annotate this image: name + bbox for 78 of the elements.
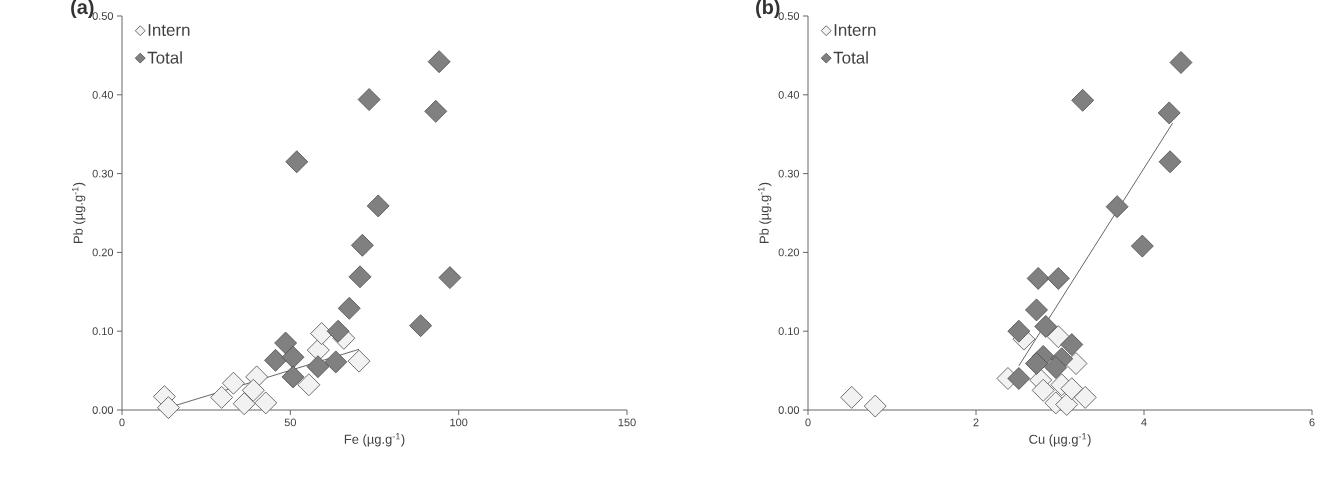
point [254,391,278,415]
point [1034,315,1058,338]
point [306,355,330,379]
point [222,371,245,395]
point [285,150,309,174]
y-tick-label: 0.50 [778,12,800,20]
chart-title: (b) [756,0,780,19]
x-tick-label: 100 [450,418,468,427]
y-tick-label: 0.00 [778,406,800,414]
point [347,349,371,373]
y-tick-label: 0.30 [778,169,800,178]
point [1130,234,1154,258]
point [427,50,451,74]
point [1071,88,1095,112]
point [310,322,334,345]
point [1044,356,1068,379]
x-tick-label: 6 [1309,418,1315,427]
point [1046,325,1070,349]
point [264,348,287,372]
point [1055,393,1079,416]
point [1046,267,1070,290]
y-tick-label: 0.50 [92,12,114,20]
point [210,385,234,409]
x-tick-label: 0 [119,418,125,427]
legend-label: Total [833,51,868,64]
point [1007,367,1031,390]
y-tick-label: 0.20 [92,248,114,257]
point [357,88,381,111]
point [1157,101,1181,125]
x-tick-label: 4 [1141,418,1147,427]
x-tick-label: 150 [618,418,636,427]
point [863,394,887,418]
point [1158,150,1182,174]
y-tick-label: 0.30 [92,169,114,178]
point [438,266,462,290]
point [350,233,374,257]
point [840,385,864,409]
y-tick-label: 0.40 [92,90,114,99]
chart-title: (a) [71,0,94,19]
point [1060,333,1084,356]
y-tick-label: 0.10 [92,327,114,336]
point [1026,267,1050,290]
x-tick-label: 50 [284,418,296,427]
point [281,345,305,369]
point [424,99,448,123]
y-tick-label: 0.40 [778,90,800,99]
x-axis-title: Cu (µg.g$^{-1}$) [1029,433,1091,447]
x-tick-label: 0 [805,418,811,427]
point [1025,298,1048,322]
point [297,373,321,397]
point [324,350,348,374]
point [348,265,372,289]
point [409,314,433,338]
point [1007,319,1031,343]
point [157,396,180,420]
point [337,296,361,320]
x-tick-label: 2 [973,418,979,427]
y-tick-label: 0.20 [778,248,800,257]
y-tick-label: 0.00 [92,406,114,414]
point [1031,378,1055,402]
point [1169,51,1193,74]
y-axis-title: Pb (µg.g$^{-1}$) [758,182,772,243]
y-axis-title: Pb (µg.g$^{-1}$) [72,182,86,243]
x-axis-title: Fe (µg.g$^{-1}$) [344,433,405,447]
point [241,378,265,402]
point [1105,195,1129,219]
legend-label: Intern [148,24,190,36]
point [1060,377,1084,401]
point [1073,385,1097,409]
point [281,365,305,389]
point [366,194,390,218]
point [274,331,298,355]
point [326,319,350,343]
point [232,392,256,416]
y-tick-label: 0.10 [778,327,800,336]
legend-label: Intern [834,24,876,36]
legend-label: Total [147,51,182,64]
point [1025,352,1048,375]
